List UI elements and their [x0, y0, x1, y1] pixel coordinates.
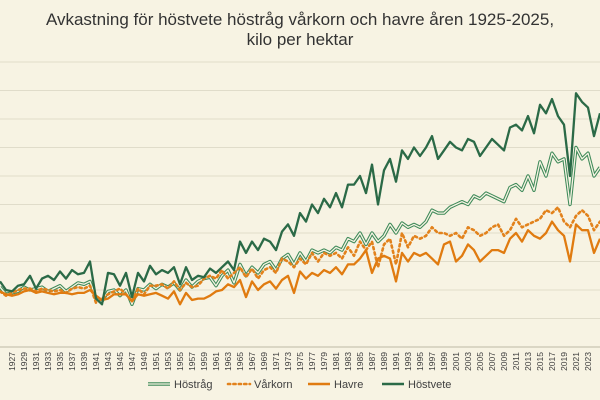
x-tick-label: 1977: [307, 352, 317, 371]
x-tick-label: 1931: [31, 352, 41, 371]
x-tick-label: 1975: [295, 352, 305, 371]
x-tick-label: 1929: [19, 352, 29, 371]
series-höstvete-line: [0, 92, 600, 306]
x-tick-label: 1971: [271, 352, 281, 371]
x-tick-label: 1963: [223, 352, 233, 371]
x-tick-label: 1961: [211, 352, 221, 371]
x-tick-label: 1985: [355, 352, 365, 371]
x-tick-label: 1989: [379, 352, 389, 371]
x-tick-label: 1959: [199, 352, 209, 371]
x-tick-label: 2021: [571, 352, 581, 371]
chart-title-line1: Avkastning för höstvete höstråg vårkorn …: [46, 10, 554, 29]
x-tick-label: 1939: [79, 352, 89, 371]
x-tick-label: 1983: [343, 352, 353, 371]
x-tick-label: 1973: [283, 352, 293, 371]
legend-vårkorn-label: Vårkorn: [254, 379, 293, 391]
x-tick-label: 1941: [91, 352, 101, 371]
legend: Höstråg Vårkorn Havre Höstvete: [148, 379, 451, 391]
legend-höstråg-label: Höstråg: [174, 379, 213, 391]
chart-title-line2: kilo per hektar: [247, 30, 354, 49]
x-tick-label: 2001: [451, 352, 461, 371]
series-havre-line: [0, 220, 600, 306]
x-tick-label: 2013: [523, 352, 533, 371]
x-tick-label: 1987: [367, 352, 377, 371]
x-tick-label: 2003: [463, 352, 473, 371]
x-tick-label: 2005: [475, 352, 485, 371]
x-tick-label: 1997: [427, 352, 437, 371]
x-tick-label: 1927: [7, 352, 17, 371]
x-tick-label: 1955: [175, 352, 185, 371]
x-tick-label: 1945: [115, 352, 125, 371]
x-tick-label: 2017: [547, 352, 557, 371]
series-höstråg-line-inner: [0, 146, 600, 305]
x-tick-label: 1993: [403, 352, 413, 371]
x-tick-label: 1943: [103, 352, 113, 371]
x-tick-label: 1995: [415, 352, 425, 371]
x-tick-label: 1965: [235, 352, 245, 371]
legend-havre-label: Havre: [334, 379, 363, 391]
x-tick-label: 1951: [151, 352, 161, 371]
series-vårkorn-line: [0, 206, 600, 305]
x-tick-label: 1947: [127, 352, 137, 371]
x-tick-label: 1937: [67, 352, 77, 371]
x-tick-label: 1999: [439, 352, 449, 371]
series-group: [0, 92, 600, 306]
x-tick-label: 2007: [487, 352, 497, 371]
x-tick-label: 1933: [43, 352, 53, 371]
x-tick-label: 1949: [139, 352, 149, 371]
x-tick-label: 1967: [247, 352, 257, 371]
gridlines: [0, 61, 600, 348]
x-tick-label: 2019: [559, 352, 569, 371]
x-tick-label: 1953: [163, 352, 173, 371]
x-tick-label: 2023: [583, 352, 593, 371]
x-axis-ticks: 1927 1929 1931 1933 1935 1937 1939 1941 1943 1945…: [7, 352, 593, 371]
x-tick-label: 1957: [187, 352, 197, 371]
x-tick-label: 1991: [391, 352, 401, 371]
legend-höstvete-label: Höstvete: [408, 379, 451, 391]
x-tick-label: 1979: [319, 352, 329, 371]
x-tick-label: 2015: [535, 352, 545, 371]
x-tick-label: 1935: [55, 352, 65, 371]
x-tick-label: 1969: [259, 352, 269, 371]
x-tick-label: 2011: [511, 352, 521, 371]
x-tick-label: 1981: [331, 352, 341, 371]
x-tick-label: 2009: [499, 352, 509, 371]
